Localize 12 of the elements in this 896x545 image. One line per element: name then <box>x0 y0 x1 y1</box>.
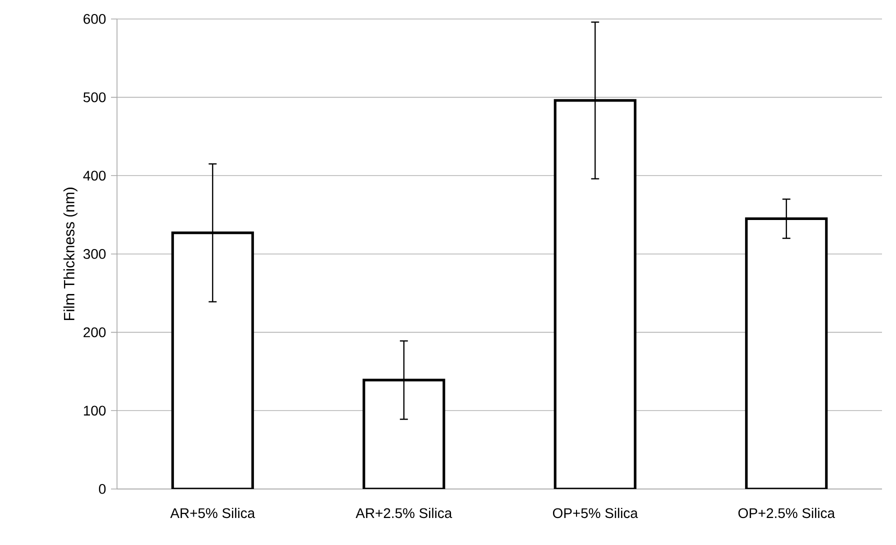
x-tick-label: OP+2.5% Silica <box>738 508 836 518</box>
y-tick-label: 500 <box>83 92 106 102</box>
y-tick-label: 200 <box>84 327 106 338</box>
y-tick-label: 300 <box>83 249 106 259</box>
y-tick-label: 400 <box>83 170 106 181</box>
y-axis-title: Film Thickness (nm) <box>63 188 78 320</box>
x-tick-label: AR+5% Silica <box>170 508 256 518</box>
y-tick-label: 0 <box>98 484 106 494</box>
x-tick-label: OP+5% Silica <box>552 508 638 518</box>
y-tick-label: 600 <box>84 14 106 24</box>
x-tick-label: AR+2.5% Silica <box>356 508 452 518</box>
y-tick-label: 100 <box>84 406 106 416</box>
